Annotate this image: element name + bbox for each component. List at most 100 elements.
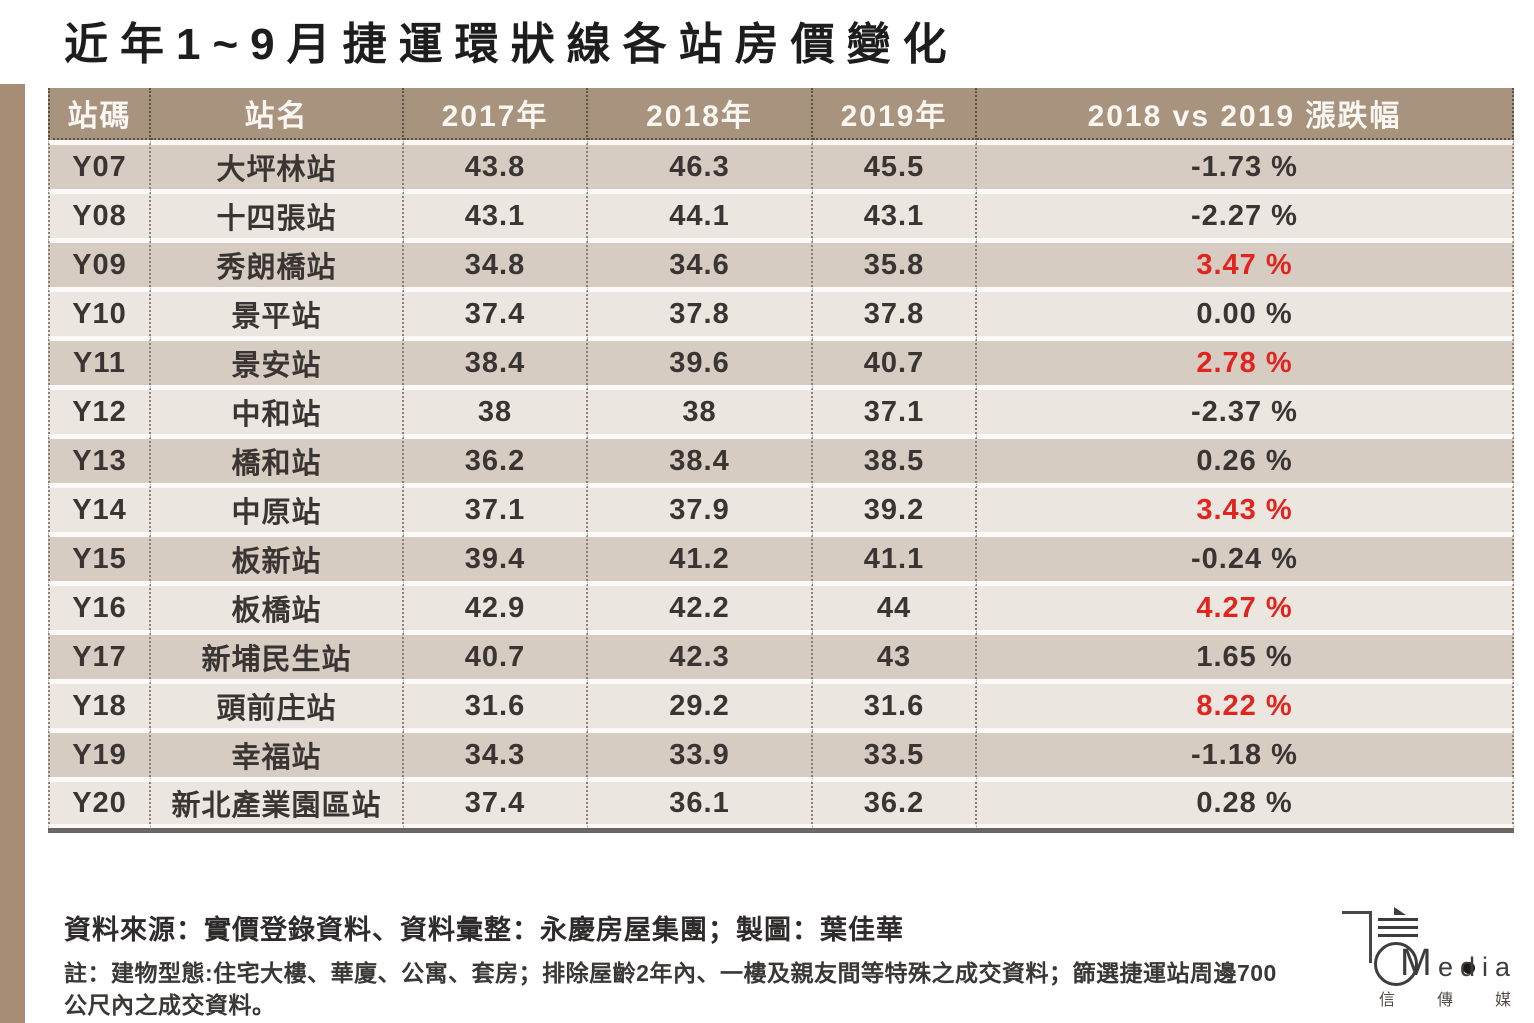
price-2018-cell: 34.6 — [588, 238, 813, 287]
change-percent-cell: -1.18 % — [977, 728, 1514, 777]
station-code-cell: Y18 — [48, 679, 151, 728]
station-code-cell: Y19 — [48, 728, 151, 777]
table-row: Y07 大坪林站 43.8 46.3 45.5 -1.73 % — [48, 140, 1514, 189]
change-percent-cell: 3.43 % — [977, 483, 1514, 532]
footer: 資料來源：實價登錄資料、資料彙整：永慶房屋集團；製圖：葉佳華 註：建物型態:住宅… — [64, 908, 1354, 1021]
cmedia-logo-circle — [1374, 942, 1418, 986]
cmedia-logo-dot — [1463, 962, 1475, 974]
price-2018-cell: 39.6 — [588, 336, 813, 385]
header-station-name: 站名 — [151, 88, 404, 140]
price-2019-cell: 35.8 — [813, 238, 977, 287]
station-name-cell: 景平站 — [151, 287, 404, 336]
table-row: Y10 景平站 37.4 37.8 37.8 0.00 % — [48, 287, 1514, 336]
table-header-row: 站碼 站名 2017年 2018年 2019年 2018 vs 2019 漲跌幅 — [48, 88, 1514, 140]
change-percent-cell: 0.26 % — [977, 434, 1514, 483]
station-code-cell: Y15 — [48, 532, 151, 581]
price-2017-cell: 43.1 — [404, 189, 588, 238]
header-station-code: 站碼 — [48, 88, 151, 140]
table-row: Y13 橋和站 36.2 38.4 38.5 0.26 % — [48, 434, 1514, 483]
station-code-cell: Y07 — [48, 140, 151, 189]
table-row: Y18 頭前庄站 31.6 29.2 31.6 8.22 % — [48, 679, 1514, 728]
footnote-line2: 公尺內之成交資料。 — [64, 992, 276, 1018]
station-code-cell: Y08 — [48, 189, 151, 238]
price-2018-cell: 46.3 — [588, 140, 813, 189]
change-percent-cell: 1.65 % — [977, 630, 1514, 679]
price-2019-cell: 38.5 — [813, 434, 977, 483]
station-name-cell: 橋和站 — [151, 434, 404, 483]
price-2017-cell: 43.8 — [404, 140, 588, 189]
station-name-cell: 景安站 — [151, 336, 404, 385]
left-accent-stripe — [0, 84, 25, 1023]
station-name-cell: 頭前庄站 — [151, 679, 404, 728]
table-row: Y08 十四張站 43.1 44.1 43.1 -2.27 % — [48, 189, 1514, 238]
station-code-cell: Y17 — [48, 630, 151, 679]
cmedia-logo-monogram: M — [1400, 942, 1432, 984]
change-percent-cell: 0.28 % — [977, 777, 1514, 828]
station-name-cell: 板新站 — [151, 532, 404, 581]
price-2017-cell: 34.8 — [404, 238, 588, 287]
change-percent-cell: 0.00 % — [977, 287, 1514, 336]
price-2018-cell: 44.1 — [588, 189, 813, 238]
cmedia-logo-chinese: 信傳媒 — [1379, 992, 1511, 1009]
logo-lines-glyph — [1378, 907, 1418, 942]
table-row: Y20 新北產業園區站 37.4 36.1 36.2 0.28 % — [48, 777, 1514, 828]
price-2018-cell: 36.1 — [588, 777, 813, 828]
header-change: 2018 vs 2019 漲跌幅 — [977, 88, 1514, 140]
price-2017-cell: 42.9 — [404, 581, 588, 630]
page-title: 近年1~9月捷運環狀線各站房價變化 — [64, 20, 959, 69]
station-name-cell: 新埔民生站 — [151, 630, 404, 679]
price-2017-cell: 31.6 — [404, 679, 588, 728]
price-2018-cell: 29.2 — [588, 679, 813, 728]
price-2019-cell: 36.2 — [813, 777, 977, 828]
price-2017-cell: 39.4 — [404, 532, 588, 581]
price-2019-cell: 39.2 — [813, 483, 977, 532]
price-2019-cell: 37.8 — [813, 287, 977, 336]
table-row: Y11 景安站 38.4 39.6 40.7 2.78 % — [48, 336, 1514, 385]
price-2018-cell: 42.2 — [588, 581, 813, 630]
station-name-cell: 中和站 — [151, 385, 404, 434]
price-2017-cell: 38 — [404, 385, 588, 434]
price-2019-cell: 31.6 — [813, 679, 977, 728]
price-2018-cell: 41.2 — [588, 532, 813, 581]
price-2017-cell: 40.7 — [404, 630, 588, 679]
station-code-cell: Y16 — [48, 581, 151, 630]
change-percent-cell: 3.47 % — [977, 238, 1514, 287]
table-row: Y17 新埔民生站 40.7 42.3 43 1.65 % — [48, 630, 1514, 679]
price-2018-cell: 38.4 — [588, 434, 813, 483]
table-body: Y07 大坪林站 43.8 46.3 45.5 -1.73 % Y08 十四張站… — [48, 140, 1514, 828]
price-2019-cell: 43.1 — [813, 189, 977, 238]
price-2019-cell: 33.5 — [813, 728, 977, 777]
price-2019-cell: 37.1 — [813, 385, 977, 434]
station-code-cell: Y14 — [48, 483, 151, 532]
price-2017-cell: 34.3 — [404, 728, 588, 777]
table-row: Y12 中和站 38 38 37.1 -2.37 % — [48, 385, 1514, 434]
station-name-cell: 秀朗橋站 — [151, 238, 404, 287]
price-2017-cell: 37.4 — [404, 777, 588, 828]
footnote: 註：建物型態:住宅大樓、華廈、公寓、套房；排除屋齡2年內、一樓及親友間等特殊之成… — [64, 957, 1354, 1021]
station-code-cell: Y20 — [48, 777, 151, 828]
station-name-cell: 幸福站 — [151, 728, 404, 777]
price-2019-cell: 45.5 — [813, 140, 977, 189]
station-price-table: 站碼 站名 2017年 2018年 2019年 2018 vs 2019 漲跌幅… — [48, 88, 1514, 833]
price-2019-cell: 41.1 — [813, 532, 977, 581]
table-row: Y16 板橋站 42.9 42.2 44 4.27 % — [48, 581, 1514, 630]
station-name-cell: 板橋站 — [151, 581, 404, 630]
price-2017-cell: 36.2 — [404, 434, 588, 483]
station-code-cell: Y10 — [48, 287, 151, 336]
station-name-cell: 十四張站 — [151, 189, 404, 238]
price-2019-cell: 43 — [813, 630, 977, 679]
station-code-cell: Y09 — [48, 238, 151, 287]
logo-bracket-shape — [1342, 911, 1372, 963]
price-2018-cell: 37.8 — [588, 287, 813, 336]
change-percent-cell: -2.27 % — [977, 189, 1514, 238]
price-2017-cell: 38.4 — [404, 336, 588, 385]
table-row: Y14 中原站 37.1 37.9 39.2 3.43 % — [48, 483, 1514, 532]
change-percent-cell: 4.27 % — [977, 581, 1514, 630]
price-2018-cell: 42.3 — [588, 630, 813, 679]
station-code-cell: Y13 — [48, 434, 151, 483]
price-2019-cell: 40.7 — [813, 336, 977, 385]
station-name-cell: 新北產業園區站 — [151, 777, 404, 828]
price-2018-cell: 37.9 — [588, 483, 813, 532]
header-2017: 2017年 — [404, 88, 588, 140]
table-row: Y09 秀朗橋站 34.8 34.6 35.8 3.47 % — [48, 238, 1514, 287]
